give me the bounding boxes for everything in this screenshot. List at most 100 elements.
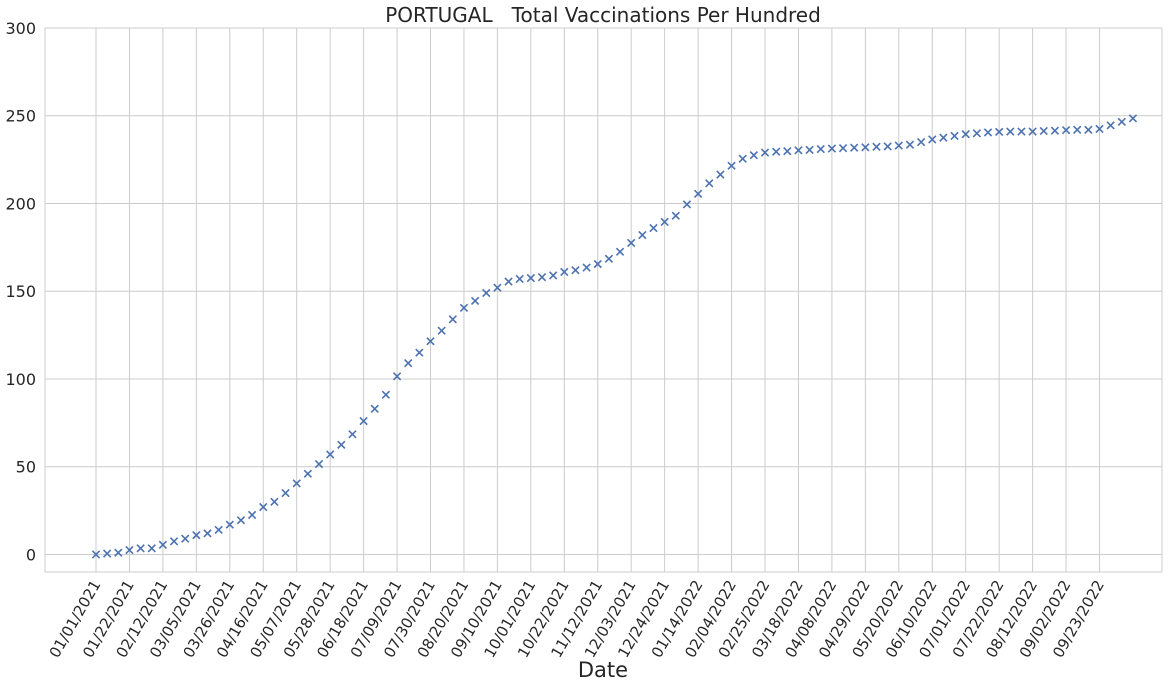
data-point [894,141,903,150]
data-point [816,144,825,154]
data-point [259,502,268,512]
data-point [794,146,803,155]
data-point [415,348,424,357]
data-point [359,416,368,426]
data-point [939,133,948,142]
y-tick-label: 250 [5,107,36,126]
y-tick-labels: 0 50 100 150 200 250 300 [5,19,36,564]
data-point [337,440,346,449]
data-point [1050,126,1060,135]
data-point [861,143,870,152]
data-point [972,129,982,138]
data-point [537,273,547,282]
data-point [716,170,725,179]
data-point [950,131,959,141]
data-point [627,238,636,248]
data-point [649,223,658,233]
data-point [392,372,402,381]
data-point [548,271,558,280]
y-tick-label: 150 [5,282,36,301]
data-point [749,151,759,160]
data-point [760,148,770,157]
data-point [905,140,915,149]
data-point [91,550,101,559]
data-point [169,537,179,546]
data-point [838,144,848,153]
data-point [771,147,781,156]
data-point [482,288,491,298]
x-axis-label: Date [578,658,628,682]
data-point [671,211,680,220]
data-point [225,520,234,529]
data-point [236,516,246,525]
data-point [705,179,714,188]
data-point [404,359,413,368]
data-point [526,273,536,283]
data-point [593,259,602,269]
data-point [448,315,457,324]
data-point [181,534,190,543]
data-point [850,143,859,152]
data-point [292,479,301,488]
data-point [1017,127,1026,136]
y-tick-label: 200 [5,194,36,213]
data-point [459,303,469,313]
data-point [1128,114,1138,123]
data-point [247,510,257,520]
data-point [638,230,647,240]
data-point [994,127,1004,137]
data-point [270,497,279,506]
data-point [805,145,814,155]
data-point [515,274,524,284]
data-point [1095,124,1104,134]
data-point [1073,125,1082,134]
data-point [437,326,446,335]
data-point [928,135,937,144]
data-point [738,154,747,163]
y-tick-label: 300 [5,19,36,38]
data-point [961,130,970,139]
y-tick-label: 50 [16,458,36,477]
x-tick-labels: 01/01/202101/22/202102/12/202103/05/2021… [46,577,1108,661]
data-point [916,137,926,147]
data-point [158,540,168,549]
data-point [1028,127,1037,136]
data-point [1039,126,1048,136]
data-points [91,114,1138,559]
y-tick-label: 100 [5,370,36,389]
y-tick-label: 0 [26,545,36,564]
data-point [1117,117,1126,127]
data-point [1084,125,1093,134]
data-point [470,296,480,306]
chart-title: PORTUGAL Total Vaccinations Per Hundred [385,3,821,27]
data-point [493,283,502,292]
data-point [348,430,357,439]
data-point [1006,127,1015,136]
data-point [827,144,837,153]
data-point [504,277,513,286]
data-point [571,266,580,275]
data-point [370,404,379,413]
data-point [1061,125,1071,135]
data-point [325,450,335,459]
data-point [883,142,892,151]
data-point [693,189,703,198]
data-point [582,263,591,272]
data-point [560,267,569,277]
data-point [682,200,692,209]
data-point [136,544,145,553]
data-point [604,254,614,263]
data-point [727,161,736,170]
data-point [147,544,156,553]
data-point [783,147,792,156]
data-point [314,459,324,469]
data-point [1106,121,1115,130]
data-point [615,247,625,256]
data-point [203,529,212,538]
data-point [281,488,290,498]
data-point [426,337,435,346]
grid-layer [45,27,1162,572]
data-point [102,549,112,558]
data-point [114,548,123,557]
